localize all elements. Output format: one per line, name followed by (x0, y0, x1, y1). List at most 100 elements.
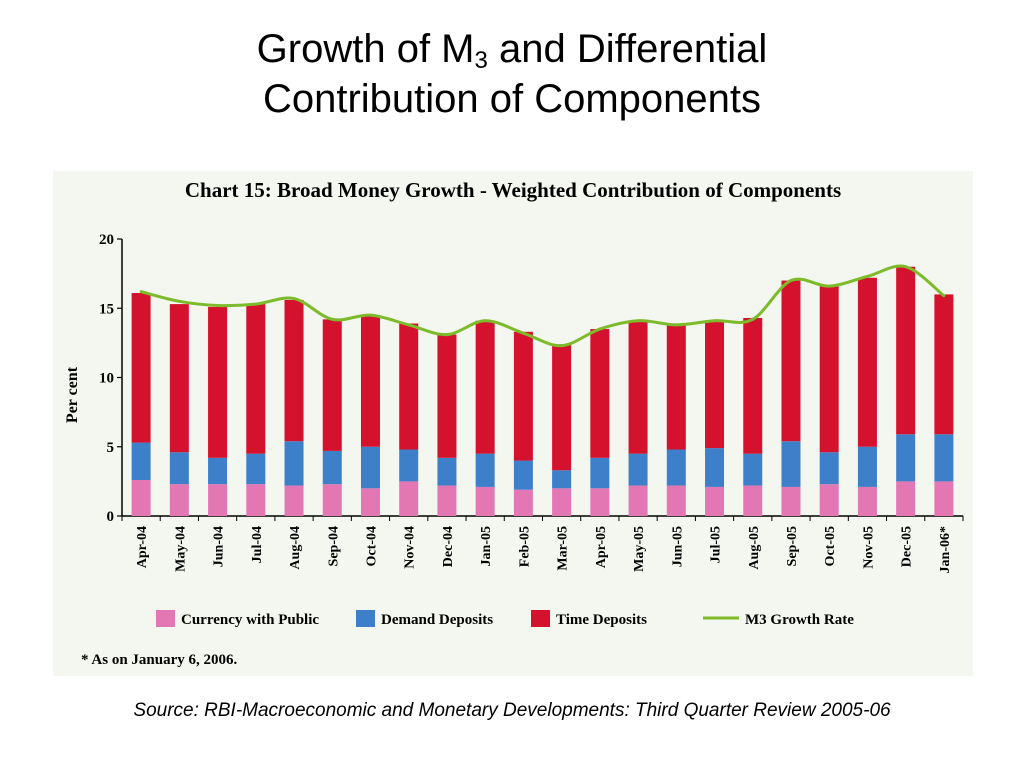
bar-time-deposits-sep-04 (322, 319, 342, 451)
legend-swatch-currency-with-public (156, 610, 175, 627)
chart-title: Chart 15: Broad Money Growth - Weighted … (185, 178, 841, 202)
x-tick-label-nov-04: Nov-04 (403, 526, 418, 569)
point-m3-growth-rate-sep-04 (330, 317, 334, 321)
bar-currency-with-public-sep-05 (781, 486, 801, 516)
bar-time-deposits-mar-05 (552, 344, 572, 471)
bar-currency-with-public-nov-05 (857, 486, 877, 516)
slide-title-prefix: Growth of M (256, 27, 475, 71)
point-m3-growth-rate-nov-05 (865, 274, 869, 278)
bar-currency-with-public-feb-05 (513, 489, 533, 516)
x-tick-label-aug-04: Aug-04 (288, 526, 303, 570)
bar-currency-with-public-jul-05 (705, 486, 725, 516)
bar-demand-deposits-sep-04 (322, 450, 342, 485)
x-tick-label-jul-05: Jul-05 (709, 526, 724, 563)
x-tick-label-nov-05: Nov-05 (861, 526, 876, 569)
bar-demand-deposits-dec-05 (896, 434, 916, 482)
y-tick-label: 5 (107, 440, 115, 456)
bar-currency-with-public-sep-04 (322, 484, 342, 516)
bar-currency-with-public-mar-05 (552, 488, 572, 516)
x-tick-label-may-05: May-05 (632, 526, 647, 572)
x-tick-label-mar-05: Mar-05 (556, 526, 571, 571)
bar-demand-deposits-apr-05 (590, 457, 610, 489)
slide-title-suffix: and Differential (487, 27, 768, 71)
bar-currency-with-public-may-04 (169, 484, 189, 516)
bar-currency-with-public-jan-05 (475, 486, 495, 516)
bar-time-deposits-jan-05 (475, 320, 495, 454)
bar-time-deposits-dec-04 (437, 334, 457, 458)
bar-demand-deposits-jan-06 (934, 434, 954, 482)
point-m3-growth-rate-dec-04 (445, 333, 449, 337)
point-m3-growth-rate-jun-04 (216, 303, 220, 307)
x-tick-label-jan-06: Jan-06* (938, 526, 953, 573)
bar-demand-deposits-jun-04 (208, 457, 228, 485)
source-citation: Source: RBI-Macroeconomic and Monetary D… (133, 700, 891, 721)
bar-demand-deposits-aug-05 (743, 453, 763, 486)
bar-currency-with-public-oct-04 (360, 488, 380, 516)
bar-time-deposits-dec-05 (896, 266, 916, 435)
line-m3-growth-rate (140, 264, 945, 348)
point-m3-growth-rate-jun-05 (674, 323, 678, 327)
point-m3-growth-rate-nov-04 (407, 323, 411, 327)
point-m3-growth-rate-jul-04 (254, 302, 258, 306)
bar-demand-deposits-oct-04 (360, 446, 380, 489)
bar-time-deposits-oct-04 (360, 315, 380, 447)
x-tick-label-jan-05: Jan-05 (479, 526, 494, 566)
bar-demand-deposits-jul-05 (705, 448, 725, 487)
broad-money-chart: Chart 15: Broad Money Growth - Weighted … (64, 178, 964, 668)
bar-demand-deposits-sep-05 (781, 441, 801, 487)
legend-swatch-demand-deposits (356, 610, 375, 627)
bar-time-deposits-nov-05 (857, 277, 877, 447)
bar-demand-deposits-mar-05 (552, 470, 572, 489)
point-m3-growth-rate-apr-05 (598, 327, 602, 331)
bar-time-deposits-jul-04 (246, 304, 266, 454)
bar-time-deposits-may-04 (169, 304, 189, 453)
chart-panel: Chart 15: Broad Money Growth - Weighted … (53, 171, 973, 676)
y-tick-label: 15 (99, 301, 114, 317)
point-m3-growth-rate-apr-04 (139, 290, 143, 294)
bar-currency-with-public-apr-05 (590, 488, 610, 516)
bar-demand-deposits-jun-05 (666, 449, 686, 486)
bar-time-deposits-jun-05 (666, 324, 686, 450)
x-tick-label-may-04: May-04 (173, 526, 188, 572)
bar-time-deposits-oct-05 (819, 286, 839, 453)
x-tick-labels: Apr-04 May-04 Jun-04 Jul-04 Aug-04 Sep-04 Oct-… (135, 526, 953, 573)
legend-swatch-time-deposits (531, 610, 550, 627)
x-tick-label-jul-04: Jul-04 (250, 526, 265, 563)
bar-currency-with-public-nov-04 (399, 481, 419, 516)
x-tick-label-jun-04: Jun-04 (212, 526, 227, 567)
bar-demand-deposits-apr-04 (131, 442, 151, 480)
slide-title-line-2: Contribution of Components (262, 77, 762, 121)
bar-time-deposits-aug-05 (743, 317, 763, 454)
y-axis-label: Per cent (64, 366, 81, 423)
bar-currency-with-public-may-05 (628, 485, 648, 516)
bar-demand-deposits-nov-04 (399, 449, 419, 482)
x-tick-label-sep-05: Sep-05 (785, 526, 800, 566)
y-tick-label: 10 (99, 371, 114, 387)
x-tick-label-aug-05: Aug-05 (747, 526, 762, 570)
point-m3-growth-rate-oct-04 (368, 313, 372, 317)
point-m3-growth-rate-may-05 (636, 319, 640, 323)
bar-currency-with-public-dec-04 (437, 485, 457, 516)
x-tick-label-dec-05: Dec-05 (900, 526, 915, 567)
bar-time-deposits-nov-04 (399, 323, 419, 450)
bar-demand-deposits-jul-04 (246, 453, 266, 485)
slide-title-line-1: Growth of M3 and Differential (0, 24, 1024, 74)
point-m3-growth-rate-aug-05 (751, 317, 755, 321)
bar-time-deposits-apr-04 (131, 293, 151, 443)
point-m3-growth-rate-aug-04 (292, 297, 296, 301)
bar-demand-deposits-jan-05 (475, 453, 495, 487)
bar-currency-with-public-jan-06 (934, 481, 954, 516)
y-tick-label: 0 (107, 509, 115, 525)
bar-demand-deposits-may-05 (628, 453, 648, 486)
bar-currency-with-public-jul-04 (246, 484, 266, 516)
legend-label-demand-deposits: Demand Deposits (381, 612, 493, 628)
bar-currency-with-public-aug-05 (743, 485, 763, 516)
m3-growth-line-group (139, 264, 946, 348)
bar-demand-deposits-may-04 (169, 452, 189, 485)
bars (131, 266, 954, 516)
x-tick-label-apr-05: Apr-05 (594, 526, 609, 568)
bar-currency-with-public-jun-05 (666, 485, 686, 516)
point-m3-growth-rate-jan-06 (942, 294, 946, 298)
y-tick-label: 20 (99, 232, 114, 248)
slide-title-subscript: 3 (474, 47, 488, 74)
